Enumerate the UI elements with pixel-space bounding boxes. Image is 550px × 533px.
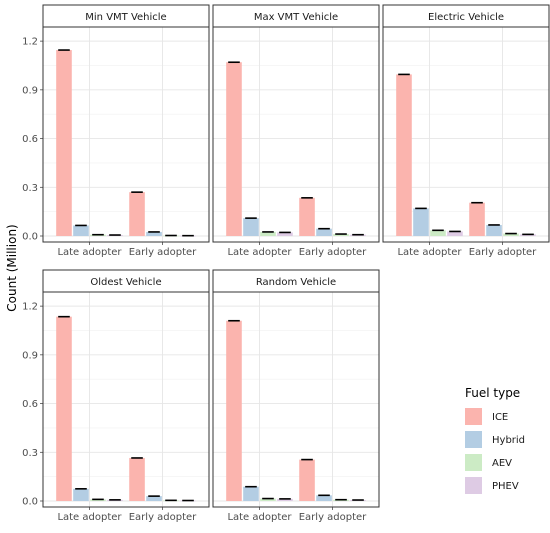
bar-hybrid-early-adopter xyxy=(316,495,332,501)
facet-panels: Min VMT Vehicle 0.0 0.3 0.6 0.9 1.2 Late adopt… xyxy=(22,4,550,523)
panel-border xyxy=(212,291,380,508)
facet-random-vehicle: Random Vehicle Late adopter Early adopter xyxy=(212,269,380,523)
y-tick-label: 0.3 xyxy=(22,183,38,194)
facet-electric-vehicle: Electric Vehicle Late adopter Early adopte… xyxy=(382,4,550,258)
legend-key-ice xyxy=(465,408,482,425)
bar-ice-early-adopter xyxy=(299,459,315,501)
legend: Fuel type ICE Hybrid AEV PHEV xyxy=(465,386,525,494)
facet-title: Oldest Vehicle xyxy=(90,277,161,288)
bar-aev-early-adopter xyxy=(333,234,349,236)
bar-hybrid-late-adopter xyxy=(243,218,259,236)
legend-key-hybrid xyxy=(465,431,482,448)
bar-phev-late-adopter xyxy=(277,498,293,501)
legend-label-hybrid: Hybrid xyxy=(492,435,525,446)
bar-ice-early-adopter xyxy=(129,457,145,501)
facet-max-vmt-vehicle: Max VMT Vehicle Late adopter Early adopter xyxy=(212,4,380,258)
bar-aev-late-adopter xyxy=(90,499,106,501)
y-tick-label: 0.9 xyxy=(22,85,38,96)
bar-ice-late-adopter xyxy=(56,316,72,501)
bar-ice-late-adopter xyxy=(396,74,412,236)
bar-ice-late-adopter xyxy=(226,62,242,237)
x-tick-label: Early adopter xyxy=(129,512,197,523)
bar-hybrid-late-adopter xyxy=(73,225,89,236)
x-tick-label: Late adopter xyxy=(57,512,122,523)
facet-oldest-vehicle: Oldest Vehicle 0.0 0.3 0.6 0.9 1.2 Late adopte… xyxy=(22,269,210,523)
bar-hybrid-early-adopter xyxy=(316,228,332,236)
bar-ice-late-adopter xyxy=(56,50,72,236)
y-tick-label: 1.2 xyxy=(22,37,38,48)
bar-hybrid-late-adopter xyxy=(413,208,429,236)
bar-aev-late-adopter xyxy=(260,231,276,236)
bar-phev-late-adopter xyxy=(277,232,293,236)
legend-key-aev xyxy=(465,454,482,471)
x-tick-label: Early adopter xyxy=(129,247,197,258)
x-tick-label: Early adopter xyxy=(299,512,367,523)
x-tick-label: Late adopter xyxy=(397,247,462,258)
legend-label-ice: ICE xyxy=(492,412,508,423)
bar-hybrid-early-adopter xyxy=(486,224,502,236)
x-tick-label: Early adopter xyxy=(469,247,537,258)
bar-aev-late-adopter xyxy=(430,230,446,236)
bar-hybrid-late-adopter xyxy=(73,488,89,501)
legend-label-aev: AEV xyxy=(492,458,512,469)
bar-aev-early-adopter xyxy=(503,233,519,236)
bar-ice-early-adopter xyxy=(129,192,145,236)
y-tick-label: 1.2 xyxy=(22,302,38,313)
x-tick-label: Late adopter xyxy=(57,247,122,258)
y-tick-label: 0.6 xyxy=(22,399,38,410)
bar-phev-late-adopter xyxy=(447,231,463,236)
bar-ice-late-adopter xyxy=(226,320,242,501)
panel-border xyxy=(42,26,210,243)
bar-phev-early-adopter xyxy=(520,234,536,236)
y-tick-label: 0.3 xyxy=(22,448,38,459)
panel-border xyxy=(42,291,210,508)
x-tick-label: Late adopter xyxy=(227,512,292,523)
facet-min-vmt-vehicle: Min VMT Vehicle 0.0 0.3 0.6 0.9 1.2 Late adopt… xyxy=(22,4,210,258)
facet-title: Min VMT Vehicle xyxy=(85,12,166,23)
facet-title: Random Vehicle xyxy=(256,277,336,288)
legend-key-phev xyxy=(465,477,482,494)
bar-hybrid-early-adopter xyxy=(146,231,162,236)
panel-border xyxy=(212,26,380,243)
bar-ice-early-adopter xyxy=(469,202,485,236)
bar-aev-late-adopter xyxy=(260,498,276,501)
y-tick-label: 0.6 xyxy=(22,134,38,145)
x-tick-label: Early adopter xyxy=(299,247,367,258)
panel-border xyxy=(382,26,550,243)
y-tick-label: 0.0 xyxy=(22,232,38,243)
legend-title: Fuel type xyxy=(465,386,520,400)
y-tick-label: 0.9 xyxy=(22,350,38,361)
bar-hybrid-early-adopter xyxy=(146,496,162,501)
bar-hybrid-late-adopter xyxy=(243,486,259,501)
legend-label-phev: PHEV xyxy=(492,481,519,492)
bar-ice-early-adopter xyxy=(299,197,315,236)
y-tick-label: 0.0 xyxy=(22,497,38,508)
x-tick-label: Late adopter xyxy=(227,247,292,258)
y-axis-title: Count (Million) xyxy=(5,224,19,311)
facet-title: Electric Vehicle xyxy=(428,12,504,23)
facet-title: Max VMT Vehicle xyxy=(254,12,338,23)
